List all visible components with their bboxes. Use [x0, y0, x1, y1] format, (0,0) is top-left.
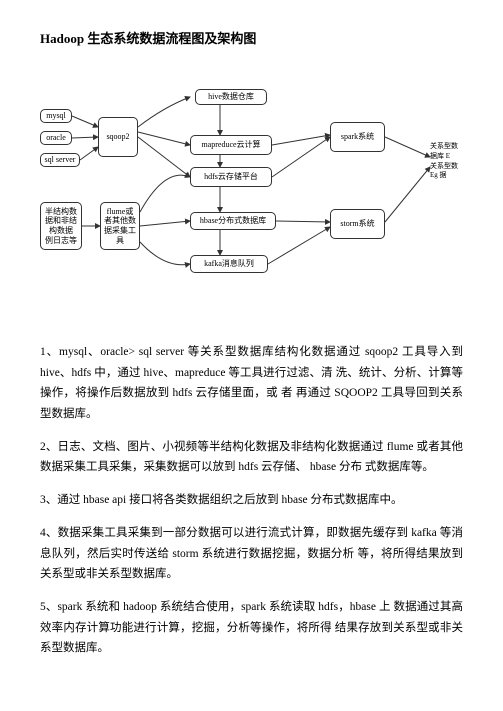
node-hive: hive数据仓库	[195, 89, 267, 105]
node-semi: 半结构数 据和非结 构数据 例日志等	[40, 202, 82, 250]
paragraph-1: 1、mysql、oracle> sql server 等关系型数据库结构化数据通…	[40, 342, 463, 425]
node-hbase: hbase分布式数据库	[190, 212, 276, 230]
diagram-arrows	[40, 77, 463, 312]
node-hdfs: hdfs云存储平台	[190, 167, 272, 187]
paragraph-5: 5、spark 系统和 hadoop 系统结合使用，spark 系统读取 hdf…	[40, 597, 463, 659]
paragraph-4: 4、数据采集工具采集到一部分数据可以进行流式计算，即数据先缓存到 kafka 等…	[40, 523, 463, 585]
node-mysql: mysql	[40, 109, 72, 123]
node-mapreduce: mapreduce云计算	[190, 135, 272, 155]
node-oracle: oracle	[40, 131, 72, 145]
node-storm: storm系统	[330, 209, 385, 239]
node-spark: spark系统	[330, 122, 385, 152]
page-title: Hadoop 生态系统数据流程图及架构图	[40, 28, 463, 47]
node-sqoop2: sqoop2	[98, 117, 138, 157]
node-sqlserver: sql server	[40, 153, 80, 167]
node-flume: flume或 者其他数 据采集工 具	[100, 202, 140, 250]
paragraph-2: 2、日志、文档、图片、小视频等半结构化数据及非结构化数据通过 flume 或者其…	[40, 437, 463, 478]
architecture-diagram: 关系型数 据库 E 关系型数 Eg 据 mysql oracle sql serve…	[40, 77, 463, 312]
node-kafka: kafka消息队列	[190, 255, 268, 273]
output-label: 关系型数 据库 E 关系型数 Eg 据	[430, 142, 458, 181]
paragraph-3: 3、通过 hbase api 接口将各类数据组织之后放到 hbase 分布式数据…	[40, 490, 463, 511]
